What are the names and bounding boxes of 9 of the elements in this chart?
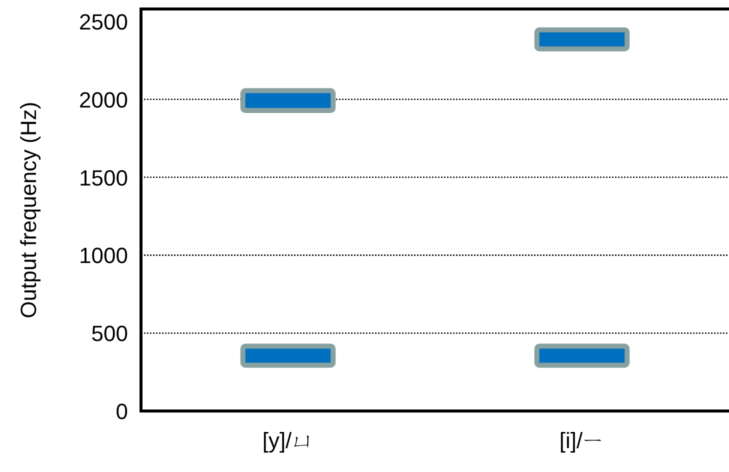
y-tick-label: 500 [91,321,128,346]
y-tick-label: 1500 [79,165,128,190]
y-axis-title: Output frequency (Hz) [16,102,41,318]
y-tick-label: 2000 [79,87,128,112]
x-tick-label: [y]/ㄩ [262,428,314,453]
y-tick-label: 1000 [79,243,128,268]
x-tick-label: [i]/ㄧ [559,428,605,453]
y-tick-label: 2500 [79,9,128,34]
y-tick-label: 0 [116,399,128,424]
